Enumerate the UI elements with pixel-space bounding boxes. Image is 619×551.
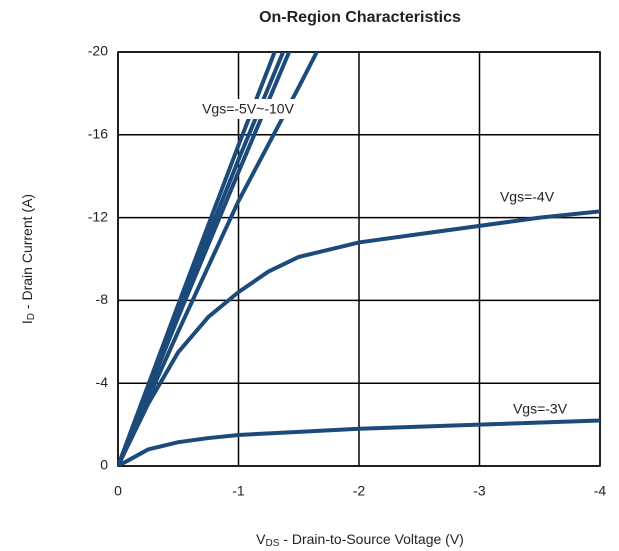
y-tick-label: -16 [88,126,108,142]
y-tick-label: -20 [88,43,108,59]
x-tick-label: -2 [353,483,366,499]
chart-title: On-Region Characteristics [259,9,461,26]
x-tick-label: 0 [114,483,122,499]
x-tick-label: -4 [594,483,607,499]
series-line [118,418,600,466]
y-tick-label: -4 [96,374,109,390]
series-line [118,209,600,466]
y-tick-label: -12 [88,208,108,224]
series-label: Vgs=-3V [513,401,568,417]
x-tick-label: -1 [232,483,245,499]
y-tick-label: -8 [96,291,109,307]
series-label: Vgs=-4V [500,189,555,205]
y-tick-label: 0 [100,457,108,473]
x-tick-label: -3 [473,483,486,499]
x-axis-label: VDS - Drain-to-Source Voltage (V) [256,531,464,549]
y-axis-label: ID - Drain Current (A) [19,194,37,324]
series-label: Vgs=-5V~-10V [202,101,294,117]
plot-frame [117,51,601,467]
series-line [118,52,319,466]
label-background [188,99,308,119]
